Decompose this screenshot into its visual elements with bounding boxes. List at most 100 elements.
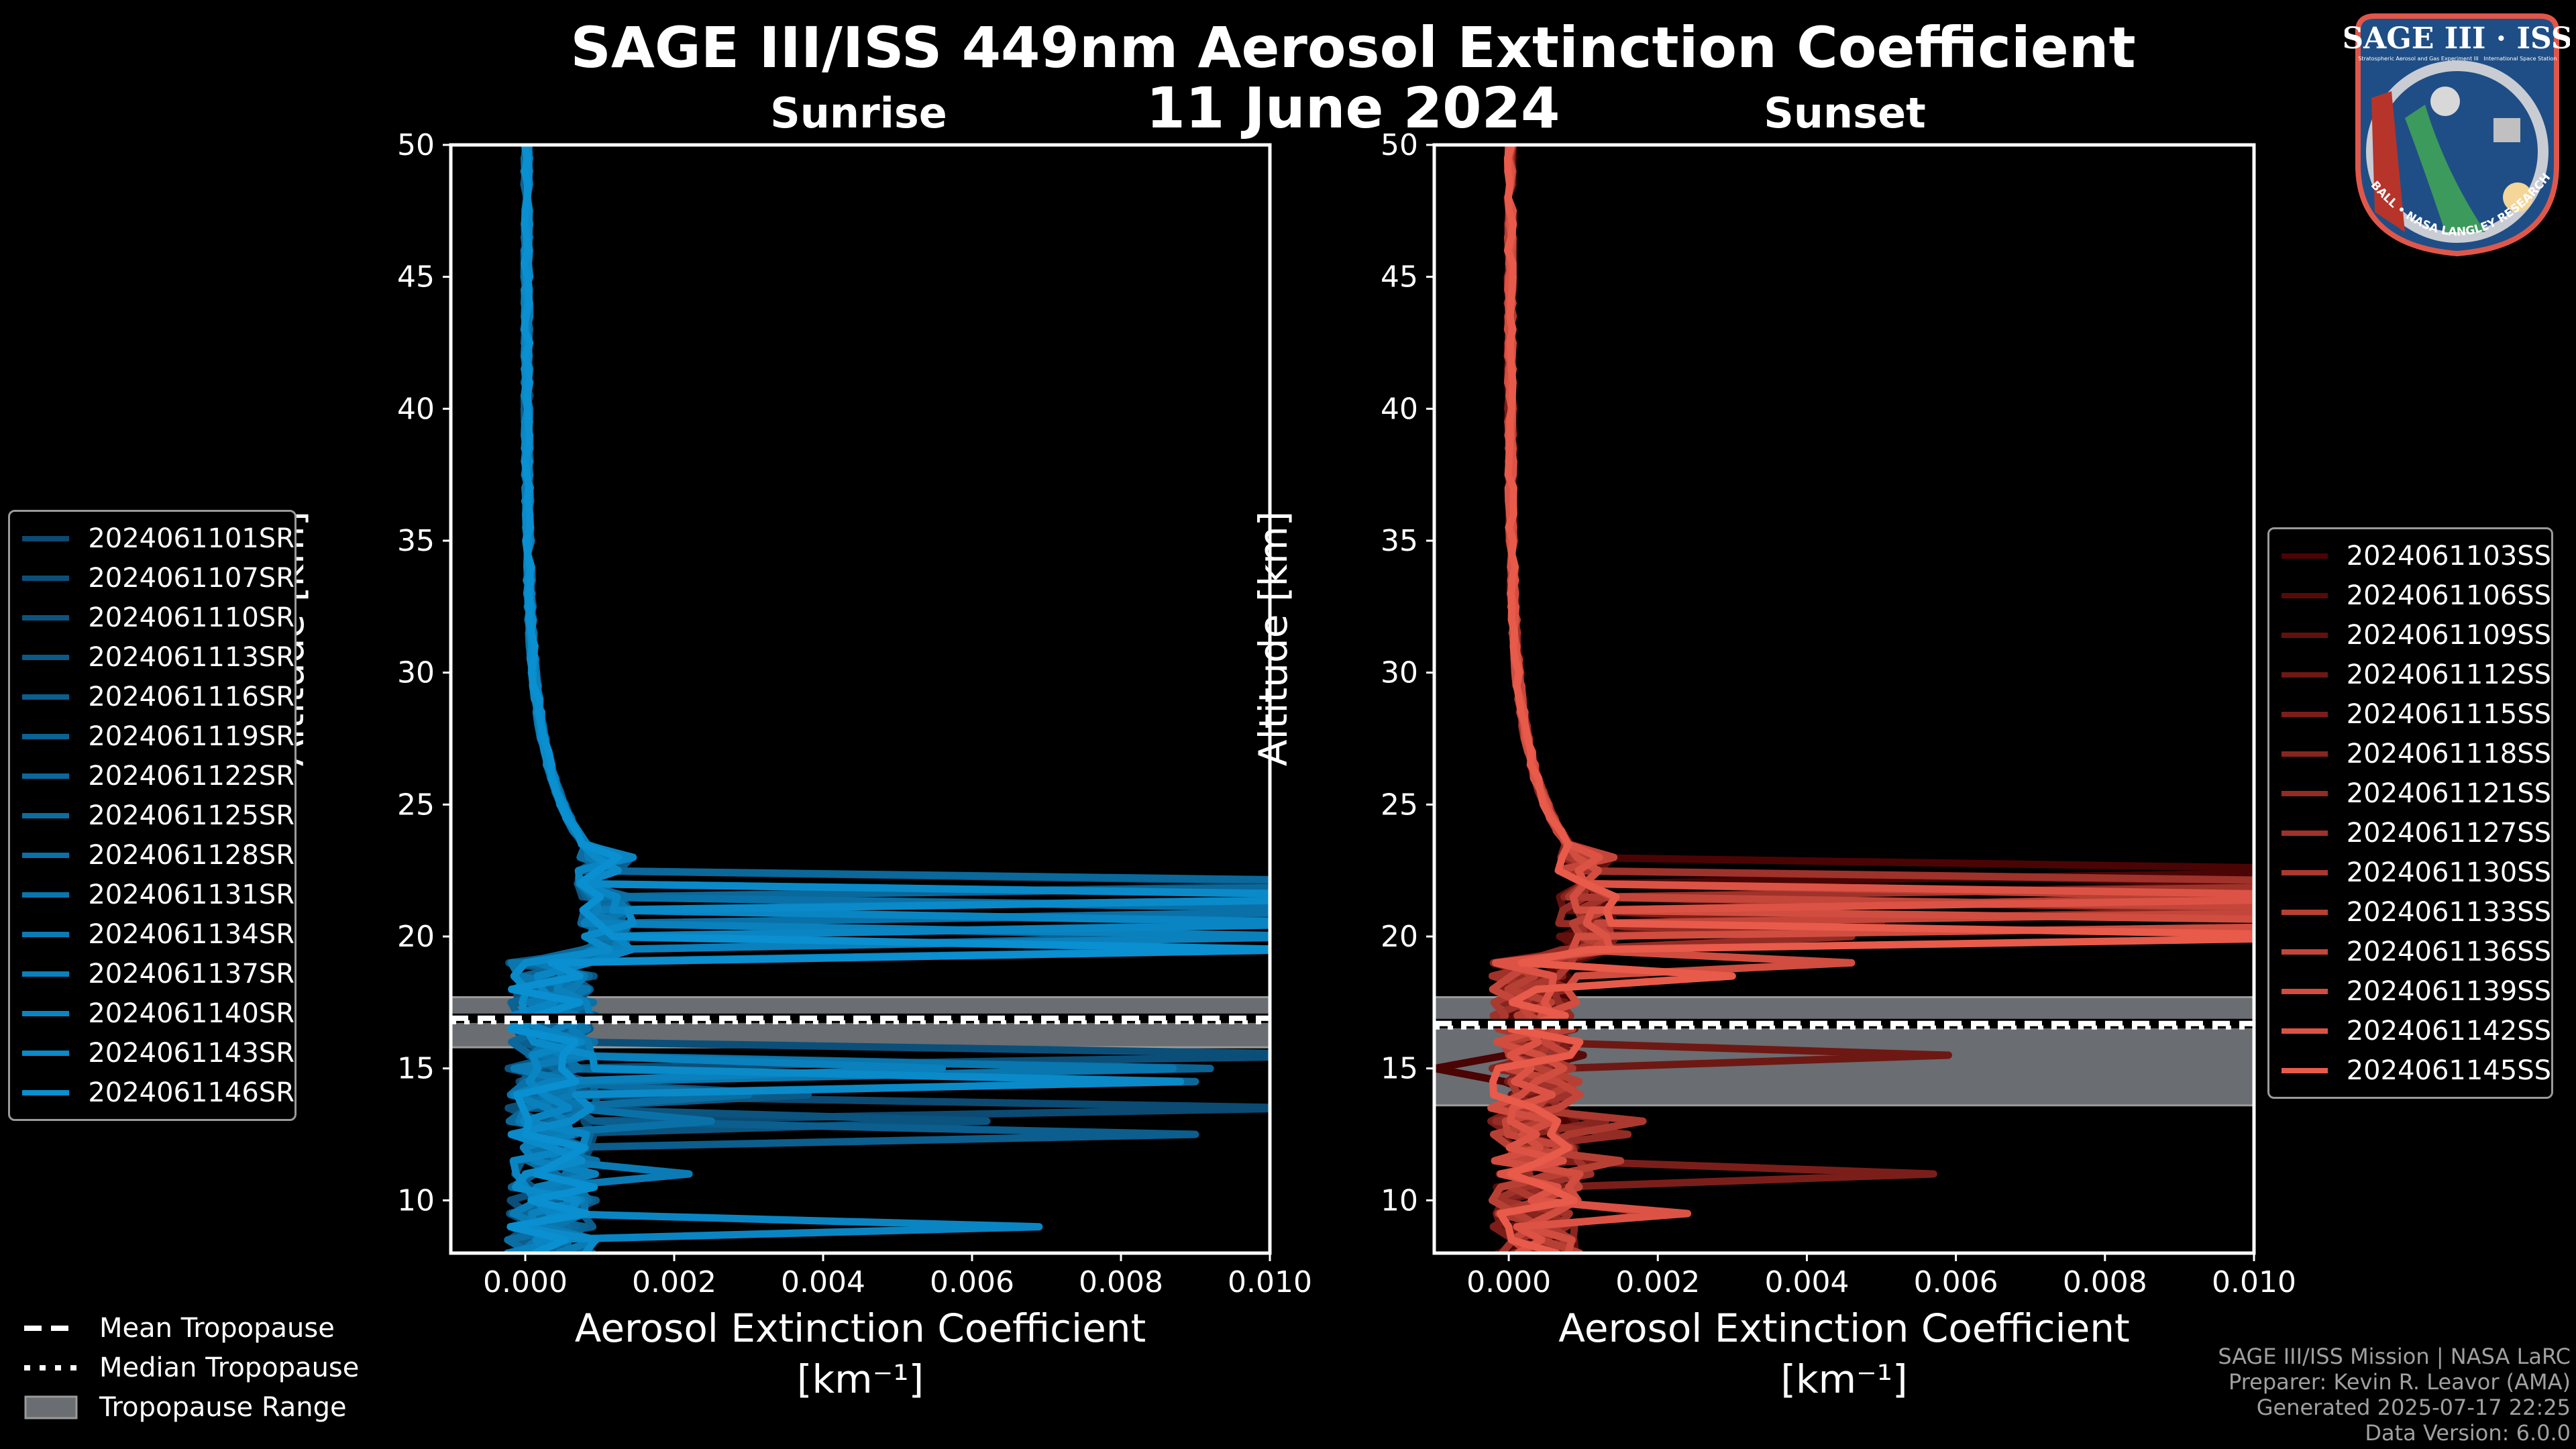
legend-label: 2024061140SR	[88, 998, 294, 1029]
x-axis-unit: [km⁻¹]	[797, 1356, 924, 1402]
legend-item: 2024061131SR	[10, 875, 294, 914]
x-tick-label: 0.008	[2063, 1265, 2147, 1299]
legend-label: 2024061113SR	[88, 641, 294, 673]
legend-swatch	[22, 971, 70, 977]
legend-label: 2024061107SR	[88, 562, 294, 594]
legend-swatch	[2282, 632, 2328, 638]
legend-item: 2024061128SR	[10, 835, 294, 875]
legend-label: 2024061109SS	[2346, 619, 2551, 651]
x-axis-label: Aerosol Extinction Coefficient	[575, 1305, 1146, 1351]
credits-mission: SAGE III/ISS Mission | NASA LaRC	[2218, 1344, 2571, 1369]
iss-icon	[2493, 118, 2520, 142]
y-tick-label: 10	[397, 1183, 435, 1218]
legend-item: 2024061115SS	[2269, 694, 2551, 734]
y-tick-label: 50	[397, 128, 435, 162]
legend-swatch	[22, 654, 70, 660]
legend-item: 2024061140SR	[10, 994, 294, 1033]
x-tick-label: 0.010	[2212, 1265, 2296, 1299]
legend-swatch	[2282, 909, 2328, 915]
legend-item: 2024061101SR	[10, 519, 294, 558]
legend-label: 2024061130SS	[2346, 857, 2551, 888]
plot-area	[451, 145, 1270, 1253]
legend-label: Mean Tropopause	[99, 1312, 335, 1344]
y-tick-label: 10	[1381, 1183, 1418, 1218]
figure-title: SAGE III/ISS 449nm Aerosol Extinction Co…	[570, 15, 2136, 80]
legend-label: 2024061122SR	[88, 760, 294, 792]
sunrise-panel-title: Sunrise	[770, 89, 947, 138]
legend-item: 2024061134SR	[10, 914, 294, 954]
legend-label: 2024061118SS	[2346, 738, 2551, 769]
x-axis-unit: [km⁻¹]	[1780, 1356, 1907, 1402]
legend-swatch	[22, 1089, 70, 1095]
y-tick-label: 35	[397, 524, 435, 558]
legend-swatch	[2282, 592, 2328, 598]
y-tick-label: 40	[1381, 392, 1418, 426]
legend-label: 2024061134SR	[88, 918, 294, 950]
legend-label: 2024061110SR	[88, 602, 294, 633]
legend-label: 2024061119SR	[88, 720, 294, 752]
dashed-line-icon	[24, 1325, 78, 1331]
legend-label: 2024061137SR	[88, 958, 294, 989]
legend-swatch	[22, 812, 70, 818]
legend-swatch	[22, 535, 70, 541]
legend-swatch	[22, 614, 70, 621]
legend-item: 2024061109SS	[2269, 615, 2551, 655]
legend-swatch	[2282, 949, 2328, 955]
sage-iii-iss-logo: SAGE III · ISS Stratospheric Aerosol and…	[2345, 11, 2570, 257]
y-tick-label: 25	[397, 788, 435, 822]
legend-item-mean-tropopause: Mean Tropopause	[24, 1308, 359, 1348]
legend-swatch	[2282, 553, 2328, 559]
tropopause-legend: Mean Tropopause Median Tropopause Tropop…	[24, 1308, 359, 1427]
legend-item: 2024061130SS	[2269, 853, 2551, 892]
x-tick-label: 0.010	[1228, 1265, 1312, 1299]
logo-subtitle-left: Stratospheric Aerosol and Gas Experiment…	[2358, 56, 2478, 62]
legend-item: 2024061125SR	[10, 796, 294, 835]
legend-swatch	[22, 575, 70, 581]
y-tick-label: 25	[1381, 788, 1418, 822]
sunrise-legend: 2024061101SR 2024061107SR 2024061110SR 2024…	[8, 510, 297, 1121]
x-tick-label: 0.002	[1615, 1265, 1700, 1299]
legend-swatch	[2282, 869, 2328, 875]
x-tick-label: 0.002	[632, 1265, 716, 1299]
legend-item: 2024061143SR	[10, 1033, 294, 1073]
y-tick-label: 50	[1381, 128, 1418, 162]
legend-label: 2024061131SR	[88, 879, 294, 910]
x-tick-label: 0.008	[1079, 1265, 1163, 1299]
axes-frame	[1432, 143, 2256, 1255]
y-tick-label: 45	[1381, 260, 1418, 294]
legend-label: 2024061101SR	[88, 523, 294, 554]
legend-item-median-tropopause: Median Tropopause	[24, 1348, 359, 1387]
x-tick-label: 0.000	[1466, 1265, 1551, 1299]
legend-swatch	[2282, 711, 2328, 717]
legend-label: 2024061145SS	[2346, 1055, 2551, 1086]
legend-item: 2024061139SS	[2269, 971, 2551, 1011]
legend-label: 2024061115SS	[2346, 698, 2551, 730]
legend-swatch	[2282, 672, 2328, 678]
legend-item: 2024061137SR	[10, 954, 294, 994]
legend-label: 2024061139SS	[2346, 975, 2551, 1007]
legend-item: 2024061110SR	[10, 598, 294, 637]
legend-item-tropopause-range: Tropopause Range	[24, 1387, 359, 1427]
plot-area	[1434, 145, 2254, 1253]
axes-frame	[449, 143, 1272, 1255]
legend-swatch	[22, 1050, 70, 1056]
legend-swatch	[2282, 790, 2328, 796]
legend-swatch	[22, 852, 70, 858]
credits-data-version: Data Version: 6.0.0	[2365, 1420, 2571, 1446]
logo-title: SAGE III · ISS	[2345, 21, 2570, 56]
legend-item: 2024061113SR	[10, 637, 294, 677]
x-tick-label: 0.004	[781, 1265, 865, 1299]
legend-label: 2024061146SR	[88, 1077, 294, 1108]
legend-label: 2024061128SR	[88, 839, 294, 871]
legend-swatch	[22, 892, 70, 898]
y-tick-label: 45	[397, 260, 435, 294]
legend-item: 2024061127SS	[2269, 813, 2551, 853]
legend-item: 2024061122SR	[10, 756, 294, 796]
legend-item: 2024061103SS	[2269, 536, 2551, 576]
legend-label: 2024061143SR	[88, 1037, 294, 1069]
y-axis-label: Altitude [km]	[1250, 511, 1296, 766]
legend-swatch	[2282, 1067, 2328, 1073]
legend-item: 2024061133SS	[2269, 892, 2551, 932]
dotted-line-icon	[24, 1364, 78, 1371]
legend-label: 2024061116SR	[88, 681, 294, 712]
